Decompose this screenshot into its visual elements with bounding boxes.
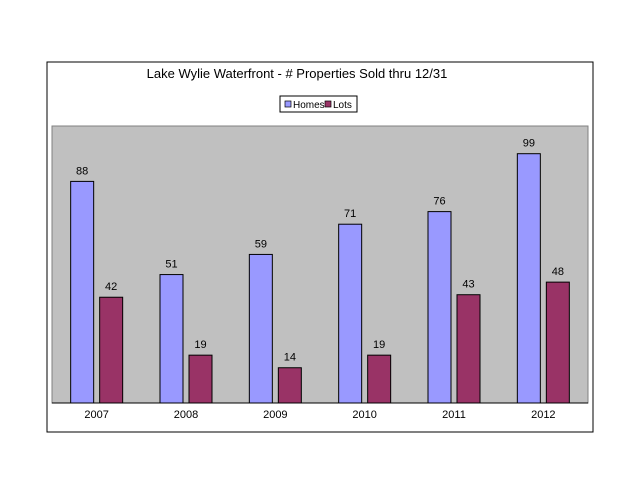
bars-layer: 88 42 51 19 59 14 71 19 76 43 99 48 bbox=[70, 138, 570, 404]
x-tick-label: 2012 bbox=[531, 409, 555, 421]
data-label-lots: 43 bbox=[462, 279, 474, 291]
x-tick-label: 2010 bbox=[352, 409, 376, 421]
x-tick-label: 2009 bbox=[263, 409, 287, 421]
data-label-homes: 88 bbox=[76, 165, 88, 177]
data-label-homes: 76 bbox=[433, 196, 445, 208]
legend-swatch-lots bbox=[324, 100, 332, 108]
data-label-homes: 51 bbox=[165, 259, 177, 271]
x-tick-label: 2011 bbox=[442, 409, 466, 421]
chart-title: Lake Wylie Waterfront - # Properties Sol… bbox=[147, 66, 448, 81]
bar-lots bbox=[188, 354, 213, 404]
data-label-lots: 19 bbox=[194, 339, 206, 351]
legend-label-lots: Lots bbox=[333, 100, 352, 111]
bar-lots bbox=[456, 294, 481, 404]
bar-lots bbox=[367, 354, 392, 404]
bar-lots bbox=[99, 296, 124, 404]
bar-homes bbox=[70, 180, 95, 404]
bar-homes bbox=[248, 253, 273, 404]
x-tick-label: 2008 bbox=[174, 409, 198, 421]
bar-lots bbox=[545, 281, 570, 404]
data-label-homes: 71 bbox=[344, 208, 356, 220]
data-label-lots: 19 bbox=[373, 339, 385, 351]
legend-box bbox=[279, 95, 358, 113]
data-label-lots: 42 bbox=[105, 281, 117, 293]
data-label-lots: 48 bbox=[552, 266, 564, 278]
bar-lots bbox=[277, 367, 302, 404]
data-label-homes: 99 bbox=[523, 138, 535, 150]
bar-homes bbox=[159, 274, 184, 404]
bar-homes bbox=[338, 223, 363, 404]
plot-area bbox=[51, 125, 589, 404]
legend: Homes Lots bbox=[279, 95, 358, 113]
data-label-homes: 59 bbox=[255, 238, 267, 250]
bar-homes bbox=[427, 211, 452, 404]
bar-homes bbox=[516, 153, 541, 404]
data-label-lots: 14 bbox=[284, 352, 296, 364]
legend-label-homes: Homes bbox=[293, 100, 325, 111]
x-tick-label: 2007 bbox=[84, 409, 108, 421]
legend-swatch-homes bbox=[284, 100, 292, 108]
